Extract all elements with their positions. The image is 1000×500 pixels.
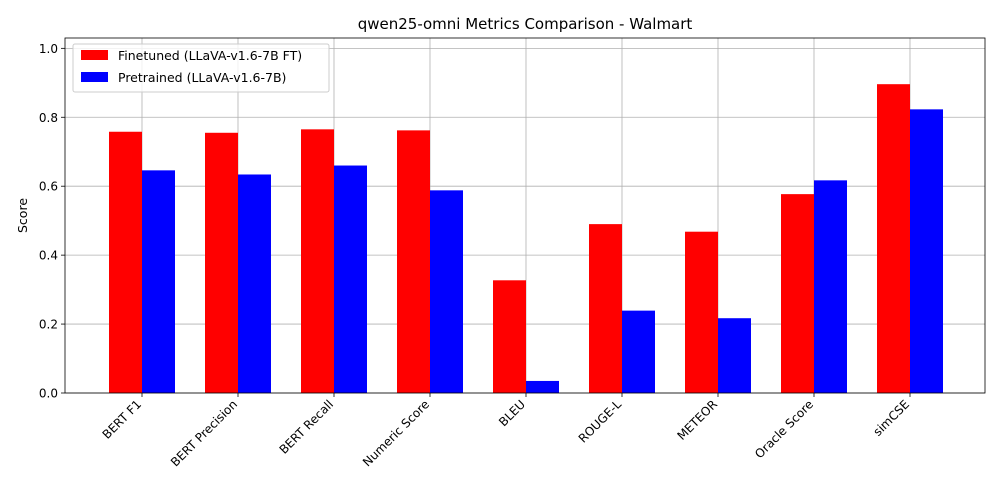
bar-finetuned [781,194,814,393]
x-tick-label: ROUGE-L [576,397,625,446]
bar-pretrained [718,318,751,393]
chart-title: qwen25-omni Metrics Comparison - Walmart [358,15,693,33]
bar-finetuned [301,129,334,393]
bar-finetuned [685,231,718,393]
y-tick-label: 0.4 [39,249,58,263]
bar-finetuned [589,224,622,393]
x-tick-label: Numeric Score [360,397,432,469]
x-tick-label: METEOR [674,397,720,443]
bar-pretrained [910,109,943,393]
bar-pretrained [814,180,847,393]
y-axis-label: Score [15,198,30,233]
legend: Finetuned (LLaVA-v1.6-7B FT) Pretrained … [72,43,330,93]
bar-pretrained [622,310,655,393]
legend-swatch-finetuned [81,50,108,60]
plot-frame [64,37,986,394]
bar-finetuned [877,84,910,394]
legend-label-pretrained: Pretrained (LLaVA-v1.6-7B) [118,70,286,85]
legend-box [72,43,330,93]
bar-pretrained [334,165,367,393]
x-tick-label: BERT Recall [277,397,337,457]
y-tick-label: 0.2 [39,318,58,332]
x-tick-label: BLEU [496,397,528,429]
x-axis: BERT F1 BERT Precision BERT Recall Numeric … [100,393,913,469]
bar-finetuned [109,131,142,394]
x-tick-label: BERT F1 [100,397,145,442]
x-tick-label: Oracle Score [752,397,816,461]
y-tick-label: 0.6 [39,180,58,194]
y-tick-label: 1.0 [39,42,58,56]
x-tick-label: BERT Precision [168,397,240,469]
bar-pretrained [526,380,559,393]
legend-label-finetuned: Finetuned (LLaVA-v1.6-7B FT) [118,48,302,63]
bar-pretrained [430,190,463,393]
legend-swatch-pretrained [81,72,108,82]
bar-finetuned [493,280,526,393]
bars [109,84,943,394]
y-axis: 0.0 0.2 0.4 0.6 0.8 1.0 [39,42,65,401]
bar-pretrained [142,170,175,393]
bar-finetuned [397,130,430,393]
y-tick-label: 0.0 [39,387,58,401]
bar-pretrained [238,174,271,393]
bar-finetuned [205,132,238,393]
x-tick-label: simCSE [871,397,913,439]
y-tick-label: 0.8 [39,111,58,125]
